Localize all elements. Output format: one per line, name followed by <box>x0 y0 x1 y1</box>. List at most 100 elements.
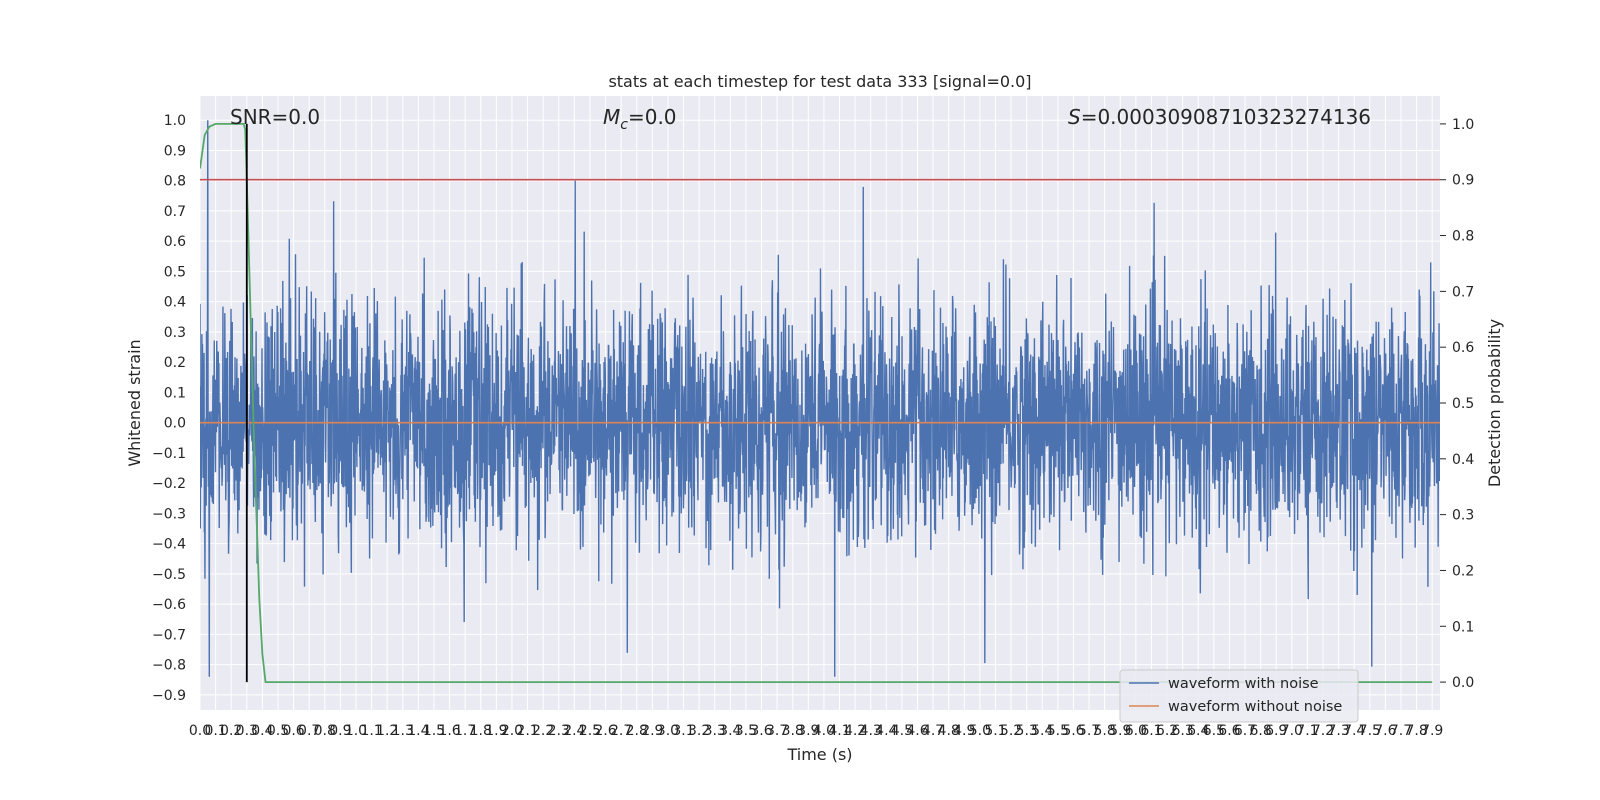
y-left-tick-label: 0.1 <box>164 385 186 401</box>
x-tick-label: 7.4 <box>1343 723 1365 739</box>
x-tick-label: 7.3 <box>1327 723 1349 739</box>
x-tick-label: 1.6 <box>438 723 460 739</box>
x-tick-label: 5.1 <box>984 723 1006 739</box>
y-left-tick-label: 0.9 <box>164 143 186 159</box>
mc-annotation: Mc=0.0 <box>603 105 677 133</box>
x-tick-label: 5.0 <box>969 723 991 739</box>
x-tick-label: 2.5 <box>579 723 601 739</box>
x-tick-label: 6.9 <box>1265 723 1287 739</box>
x-tick-label: 2.9 <box>641 723 663 739</box>
x-tick-label: 1.7 <box>454 723 476 739</box>
x-tick-label: 3.7 <box>766 723 788 739</box>
y-left-tick-label: −0.5 <box>152 567 186 583</box>
x-tick-label: 1.4 <box>407 723 429 739</box>
x-tick-label: 5.5 <box>1047 723 1069 739</box>
y-left-tick-label: −0.8 <box>152 658 186 674</box>
x-tick-label: 4.0 <box>813 723 835 739</box>
x-tick-label: 5.6 <box>1062 723 1084 739</box>
y-right-tick-label: 0.5 <box>1452 396 1474 412</box>
x-tick-label: 6.3 <box>1172 723 1194 739</box>
y-right-tick-label: 0.4 <box>1452 452 1474 468</box>
x-tick-label: 2.8 <box>626 723 648 739</box>
x-tick-label: 2.4 <box>563 723 585 739</box>
x-tick-label: 7.0 <box>1281 723 1303 739</box>
x-tick-label: 5.9 <box>1109 723 1131 739</box>
x-tick-label: 6.4 <box>1187 723 1209 739</box>
x-tick-label: 6.1 <box>1140 723 1162 739</box>
x-tick-label: 4.2 <box>844 723 866 739</box>
x-tick-label: 2.3 <box>548 723 570 739</box>
x-axis-label: Time (s) <box>786 745 852 764</box>
x-tick-label: 5.2 <box>1000 723 1022 739</box>
y-left-tick-label: 0.4 <box>164 295 186 311</box>
y-right-tick-label: 0.2 <box>1452 563 1474 579</box>
series-waveform-with-noise <box>200 120 1440 677</box>
x-tick-label: 0.9 <box>329 723 351 739</box>
x-tick-label: 4.1 <box>828 723 850 739</box>
x-tick-label: 7.1 <box>1296 723 1318 739</box>
y-left-tick-label: 0.6 <box>164 234 186 250</box>
x-tick-label: 3.8 <box>782 723 804 739</box>
y-left-tick-label: −0.9 <box>152 688 186 704</box>
x-tick-label: 7.6 <box>1374 723 1396 739</box>
y-right-tick-label: 0.9 <box>1452 173 1474 189</box>
x-tick-label: 1.5 <box>423 723 445 739</box>
series-detection-probability <box>200 123 1433 683</box>
x-tick-label: 3.2 <box>688 723 710 739</box>
x-tick-label: 3.0 <box>657 723 679 739</box>
x-tick-label: 1.9 <box>485 723 507 739</box>
x-tick-label: 0.7 <box>298 723 320 739</box>
x-tick-labels: 0.00.10.20.30.40.50.60.70.80.91.01.11.21… <box>189 723 1443 739</box>
x-tick-label: 3.9 <box>797 723 819 739</box>
y-axis-label-left: Whitened strain <box>125 339 144 466</box>
x-tick-label: 6.2 <box>1156 723 1178 739</box>
y-left-tick-label: 1.0 <box>164 113 186 129</box>
y-left-tick-label: −0.7 <box>152 627 186 643</box>
x-tick-label: 0.1 <box>204 723 226 739</box>
x-tick-label: 4.4 <box>875 723 897 739</box>
x-tick-label: 2.1 <box>516 723 538 739</box>
y-right-tick-label: 0.3 <box>1452 508 1474 524</box>
x-tick-label: 5.3 <box>1016 723 1038 739</box>
y-right-tick-label: 0.0 <box>1452 675 1474 691</box>
y-right-tick-labels: 0.0 0.1 0.2 0.3 0.4 0.5 0.6 0.7 0.8 0.9 1.0 <box>1440 117 1474 691</box>
x-tick-label: 0.5 <box>267 723 289 739</box>
y-left-tick-label: 0.5 <box>164 264 186 280</box>
y-right-tick-label: 0.8 <box>1452 229 1474 245</box>
x-tick-label: 0.3 <box>236 723 258 739</box>
x-tick-label: 3.3 <box>704 723 726 739</box>
y-axis-label-right: Detection probability <box>1485 319 1504 487</box>
y-left-tick-label: −0.4 <box>152 537 186 553</box>
series-layer <box>200 120 1440 683</box>
x-tick-label: 2.6 <box>594 723 616 739</box>
x-tick-label: 7.5 <box>1359 723 1381 739</box>
x-tick-label: 0.6 <box>282 723 304 739</box>
x-tick-label: 6.7 <box>1234 723 1256 739</box>
x-tick-label: 5.4 <box>1031 723 1053 739</box>
y-right-tick-label: 1.0 <box>1452 117 1474 133</box>
x-tick-label: 4.6 <box>906 723 928 739</box>
x-tick-label: 5.7 <box>1078 723 1100 739</box>
x-tick-label: 7.7 <box>1390 723 1412 739</box>
x-tick-label: 0.8 <box>314 723 336 739</box>
s-annotation: S=0.00030908710323274136 <box>1068 105 1371 129</box>
x-tick-label: 3.5 <box>735 723 757 739</box>
x-tick-label: 7.2 <box>1312 723 1334 739</box>
x-tick-label: 7.8 <box>1405 723 1427 739</box>
x-tick-label: 4.5 <box>891 723 913 739</box>
x-tick-label: 3.1 <box>672 723 694 739</box>
y-left-tick-label: −0.2 <box>152 476 186 492</box>
x-tick-label: 2.0 <box>501 723 523 739</box>
x-tick-label: 0.0 <box>189 723 211 739</box>
x-tick-label: 3.6 <box>750 723 772 739</box>
x-tick-label: 3.4 <box>719 723 741 739</box>
y-right-tick-label: 0.6 <box>1452 340 1474 356</box>
x-tick-label: 7.9 <box>1421 723 1443 739</box>
x-tick-label: 2.2 <box>532 723 554 739</box>
x-tick-label: 4.8 <box>938 723 960 739</box>
x-tick-label: 6.0 <box>1125 723 1147 739</box>
x-tick-label: 1.2 <box>376 723 398 739</box>
x-tick-label: 1.0 <box>345 723 367 739</box>
x-tick-label: 6.8 <box>1249 723 1271 739</box>
chart-title: stats at each timestep for test data 333… <box>608 72 1031 91</box>
